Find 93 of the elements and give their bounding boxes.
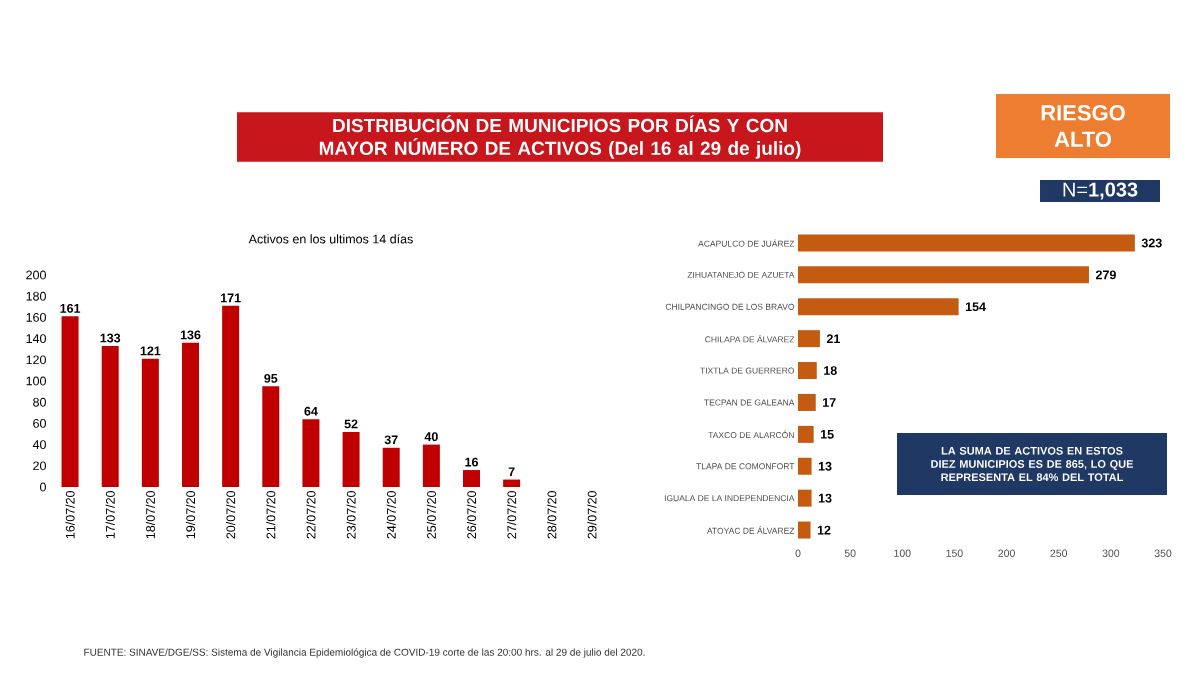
x-tick-label: 28/07/20 xyxy=(547,491,557,539)
bar xyxy=(798,393,816,411)
y-tick-label: 160 xyxy=(26,312,46,322)
data-label: 13 xyxy=(818,461,832,471)
x-tick-label: 16/07/20 xyxy=(65,491,75,539)
x-tick-label: 23/07/20 xyxy=(346,491,356,539)
x-tick-label: 18/07/20 xyxy=(145,491,155,539)
bar xyxy=(262,386,280,487)
y-tick-label: 80 xyxy=(33,397,46,407)
x-tick-label: 20/07/20 xyxy=(226,491,236,539)
x-tick-label: 22/07/20 xyxy=(306,491,316,539)
x-tick-label: 26/07/20 xyxy=(466,491,477,539)
bar xyxy=(302,419,320,487)
bar xyxy=(141,358,159,487)
chart-title: Activos en los ultimos 14 días xyxy=(248,234,413,244)
data-label: 52 xyxy=(344,419,358,429)
y-tick-label: TIXTLA DE GUERRERO xyxy=(700,367,795,374)
y-tick-label: 120 xyxy=(26,355,46,365)
y-tick-label: ACAPULCO DE JUÁREZ xyxy=(698,239,795,247)
x-tick-label: 0 xyxy=(795,549,801,557)
y-tick-label: 180 xyxy=(26,291,46,301)
bar xyxy=(222,305,240,487)
bar xyxy=(61,316,79,487)
bar xyxy=(798,234,1135,252)
bar xyxy=(798,330,820,348)
y-tick-label: CHILPANCINGO DE LOS BRAVO xyxy=(665,303,795,310)
data-label: 7 xyxy=(508,467,515,477)
data-label: 37 xyxy=(384,435,398,445)
y-tick-label: 0 xyxy=(40,482,46,492)
bar xyxy=(422,444,440,487)
y-tick-label: ZIHUATANEJO DE AZUETA xyxy=(687,271,795,278)
y-tick-label: 100 xyxy=(26,376,46,386)
bar xyxy=(798,457,812,475)
y-tick-label: ATOYAC DE ÁLVAREZ xyxy=(706,526,795,534)
bar xyxy=(798,362,817,380)
data-label: 136 xyxy=(180,330,201,340)
x-tick-label: 300 xyxy=(1102,549,1120,557)
x-tick-label: 100 xyxy=(894,549,911,557)
bar xyxy=(382,447,400,487)
text: N=1,033 xyxy=(1063,182,1138,200)
x-tick-label: 350 xyxy=(1154,549,1172,557)
y-tick-label: 20 xyxy=(33,461,46,471)
bar xyxy=(503,479,521,487)
data-label: 95 xyxy=(264,373,278,383)
x-tick-label: 200 xyxy=(998,549,1015,557)
annotation: LA SUMA DE ACTIVOS EN ESTOS DIEZ MUNICIPIOS ES DE 865, LO QUE REPRESENTA EL 84% DEL TOTAL xyxy=(931,446,1134,482)
x-tick-label: 17/07/20 xyxy=(105,491,115,539)
y-tick-label: 60 xyxy=(33,418,46,428)
data-label: 17 xyxy=(823,398,836,407)
y-tick-label: 140 xyxy=(26,334,46,344)
y-tick-label: CHILAPA DE ÁLVAREZ xyxy=(705,334,795,343)
bar xyxy=(798,266,1089,284)
x-tick-label: 25/07/20 xyxy=(426,491,436,539)
y-tick-label: TAXCO DE ALARCÓN xyxy=(708,430,794,439)
bar xyxy=(798,521,811,539)
x-tick-label: 29/07/20 xyxy=(587,491,597,539)
x-tick-label: 27/07/20 xyxy=(507,491,517,539)
y-tick-label: TLAPA DE COMONFORT xyxy=(696,463,795,470)
y-tick-label: TECPAN DE GALEANA xyxy=(704,399,795,406)
bar xyxy=(463,470,480,487)
y-tick-label: 200 xyxy=(26,270,46,280)
bar xyxy=(798,425,814,443)
data-label: 64 xyxy=(304,406,318,416)
data-label: 279 xyxy=(1095,270,1116,280)
bar xyxy=(798,489,812,507)
data-label: 15 xyxy=(820,430,834,439)
x-tick-label: 24/07/20 xyxy=(386,491,396,539)
x-tick-label: 21/07/20 xyxy=(266,491,276,539)
text: DISTRIBUCIÓN DE MUNICIPIOS POR DÍAS Y CON MAYOR NÚMERO DE ACTIVOS (Del 16 al 29 de julio) xyxy=(319,115,801,159)
bar xyxy=(342,431,360,487)
data-label: 323 xyxy=(1141,238,1162,248)
x-tick-label: 250 xyxy=(1050,549,1068,557)
source-note: FUENTE: SINAVE/DGE/SS: Sistema de Vigilancia Epidemiológica de COVID-19 corte de las 20:00 hrs. al 29 de julio del 2020. xyxy=(84,648,645,658)
y-tick-label: IGUALA DE LA INDEPENDENCIA xyxy=(664,495,795,502)
bar xyxy=(182,342,199,487)
data-label: 21 xyxy=(826,334,840,344)
y-tick-label: 40 xyxy=(32,440,46,450)
data-label: 171 xyxy=(221,293,241,303)
x-tick-label: 50 xyxy=(844,549,856,557)
text: RIESGO ALTO xyxy=(1041,105,1125,147)
data-label: 121 xyxy=(140,346,161,356)
data-label: 13 xyxy=(818,493,832,503)
data-label: 133 xyxy=(100,333,121,343)
data-label: 16 xyxy=(465,457,478,467)
data-label: 154 xyxy=(965,302,986,312)
x-tick-label: 150 xyxy=(946,549,963,557)
bar xyxy=(798,298,959,316)
data-label: 40 xyxy=(424,432,438,442)
data-label: 12 xyxy=(817,525,831,535)
bar xyxy=(101,346,119,487)
data-label: 161 xyxy=(60,303,81,313)
data-label: 18 xyxy=(824,366,837,375)
x-tick-label: 19/07/20 xyxy=(185,491,196,539)
